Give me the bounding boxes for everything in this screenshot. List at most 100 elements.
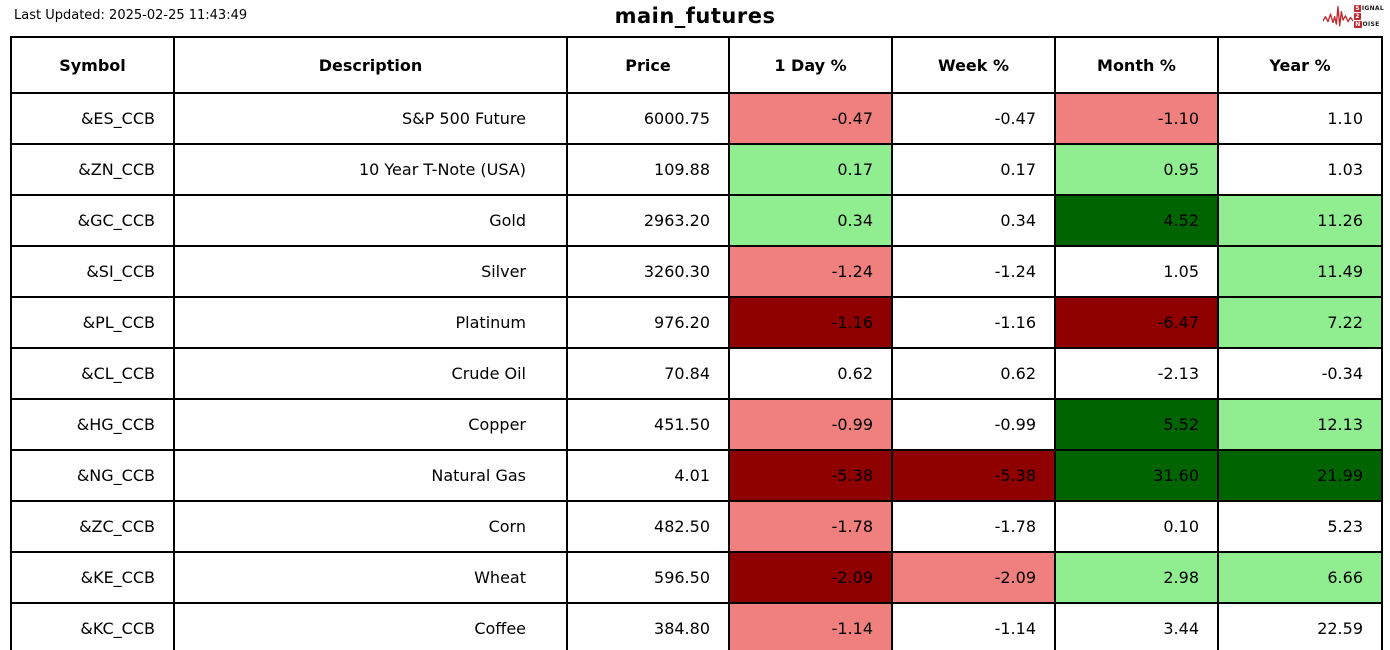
description-cell: Copper (173, 398, 568, 451)
table-row: &ES_CCB S&P 500 Future 6000.75 -0.47 -0.47 -1… (10, 92, 1383, 145)
header-row: Symbol Description Price 1 Day % Week % … (10, 36, 1383, 94)
symbol-cell: &SI_CCB (10, 245, 175, 298)
year-pct-cell: 1.10 (1217, 92, 1383, 145)
symbol-cell: &KC_CCB (10, 602, 175, 650)
year-pct-cell: 5.23 (1217, 500, 1383, 553)
description-cell: Corn (173, 500, 568, 553)
table-row: &GC_CCB Gold 2963.20 0.34 0.34 4.52 11.26 (10, 194, 1383, 247)
price-cell: 4.01 (566, 449, 730, 502)
week-pct-cell: -1.14 (891, 602, 1056, 650)
price-cell: 451.50 (566, 398, 730, 451)
year-pct-cell: 6.66 (1217, 551, 1383, 604)
logo-letter-n: N (1354, 21, 1362, 28)
year-pct-cell: 1.03 (1217, 143, 1383, 196)
day-pct-cell: -1.78 (728, 500, 893, 553)
symbol-cell: &KE_CCB (10, 551, 175, 604)
table-row: &NG_CCB Natural Gas 4.01 -5.38 -5.38 31.60 21.… (10, 449, 1383, 502)
price-cell: 976.20 (566, 296, 730, 349)
col-header-price: Price (566, 36, 730, 94)
table-row: &PL_CCB Platinum 976.20 -1.16 -1.16 -6.47 7.22 (10, 296, 1383, 349)
col-header-symbol: Symbol (10, 36, 175, 94)
symbol-cell: &GC_CCB (10, 194, 175, 247)
week-pct-cell: -1.16 (891, 296, 1056, 349)
col-header-description: Description (173, 36, 568, 94)
day-pct-cell: 0.17 (728, 143, 893, 196)
month-pct-cell: 1.05 (1054, 245, 1219, 298)
price-cell: 596.50 (566, 551, 730, 604)
table-header: Symbol Description Price 1 Day % Week % … (10, 36, 1383, 94)
futures-table-body: &ES_CCB S&P 500 Future 6000.75 -0.47 -0.47 -1… (10, 92, 1383, 650)
week-pct-cell: 0.17 (891, 143, 1056, 196)
table-row: &SI_CCB Silver 3260.30 -1.24 -1.24 1.05 11.49 (10, 245, 1383, 298)
month-pct-cell: -1.10 (1054, 92, 1219, 145)
table-row: &ZC_CCB Corn 482.50 -1.78 -1.78 0.10 5.23 (10, 500, 1383, 553)
price-cell: 3260.30 (566, 245, 730, 298)
symbol-cell: &ES_CCB (10, 92, 175, 145)
year-pct-cell: -0.34 (1217, 347, 1383, 400)
day-pct-cell: -1.16 (728, 296, 893, 349)
col-header-1day: 1 Day % (728, 36, 893, 94)
week-pct-cell: -2.09 (891, 551, 1056, 604)
last-updated-text: Last Updated: 2025-02-25 11:43:49 (14, 8, 248, 23)
year-pct-cell: 7.22 (1217, 296, 1383, 349)
table-row: &ZN_CCB 10 Year T-Note (USA) 109.88 0.17 0.1… (10, 143, 1383, 196)
month-pct-cell: 0.95 (1054, 143, 1219, 196)
price-cell: 2963.20 (566, 194, 730, 247)
year-pct-cell: 12.13 (1217, 398, 1383, 451)
description-cell: S&P 500 Future (173, 92, 568, 145)
month-pct-cell: 0.10 (1054, 500, 1219, 553)
description-cell: Wheat (173, 551, 568, 604)
week-pct-cell: -0.47 (891, 92, 1056, 145)
day-pct-cell: -5.38 (728, 449, 893, 502)
month-pct-cell: 5.52 (1054, 398, 1219, 451)
month-pct-cell: 31.60 (1054, 449, 1219, 502)
month-pct-cell: 2.98 (1054, 551, 1219, 604)
week-pct-cell: -1.78 (891, 500, 1056, 553)
year-pct-cell: 22.59 (1217, 602, 1383, 650)
description-cell: Natural Gas (173, 449, 568, 502)
description-cell: Platinum (173, 296, 568, 349)
day-pct-cell: 0.62 (728, 347, 893, 400)
symbol-cell: &CL_CCB (10, 347, 175, 400)
table-row: &CL_CCB Crude Oil 70.84 0.62 0.62 -2.13 -0.34 (10, 347, 1383, 400)
logo-letter-s: S (1354, 5, 1361, 12)
symbol-cell: &PL_CCB (10, 296, 175, 349)
description-cell: Coffee (173, 602, 568, 650)
month-pct-cell: 4.52 (1054, 194, 1219, 247)
price-cell: 6000.75 (566, 92, 730, 145)
description-cell: Gold (173, 194, 568, 247)
price-cell: 70.84 (566, 347, 730, 400)
day-pct-cell: -0.47 (728, 92, 893, 145)
logo-wordmark: S IGNAL 2 N OISE (1354, 5, 1384, 28)
description-cell: Silver (173, 245, 568, 298)
day-pct-cell: 0.34 (728, 194, 893, 247)
week-pct-cell: -0.99 (891, 398, 1056, 451)
week-pct-cell: -1.24 (891, 245, 1056, 298)
day-pct-cell: -2.09 (728, 551, 893, 604)
futures-table: Symbol Description Price 1 Day % Week % … (10, 36, 1383, 650)
table-row: &KC_CCB Coffee 384.80 -1.14 -1.14 3.44 22.59 (10, 602, 1383, 650)
col-header-month: Month % (1054, 36, 1219, 94)
week-pct-cell: 0.34 (891, 194, 1056, 247)
symbol-cell: &ZC_CCB (10, 500, 175, 553)
symbol-cell: &NG_CCB (10, 449, 175, 502)
table-row: &HG_CCB Copper 451.50 -0.99 -0.99 5.52 12.13 (10, 398, 1383, 451)
month-pct-cell: 3.44 (1054, 602, 1219, 650)
price-cell: 482.50 (566, 500, 730, 553)
week-pct-cell: 0.62 (891, 347, 1056, 400)
day-pct-cell: -0.99 (728, 398, 893, 451)
col-header-week: Week % (891, 36, 1056, 94)
description-cell: 10 Year T-Note (USA) (173, 143, 568, 196)
page-title: main_futures (614, 4, 776, 28)
year-pct-cell: 11.49 (1217, 245, 1383, 298)
description-cell: Crude Oil (173, 347, 568, 400)
week-pct-cell: -5.38 (891, 449, 1056, 502)
day-pct-cell: -1.24 (728, 245, 893, 298)
price-cell: 384.80 (566, 602, 730, 650)
symbol-cell: &HG_CCB (10, 398, 175, 451)
year-pct-cell: 21.99 (1217, 449, 1383, 502)
price-cell: 109.88 (566, 143, 730, 196)
signal2noise-logo: S IGNAL 2 N OISE (1323, 2, 1384, 28)
logo-word-noise: OISE (1362, 21, 1380, 28)
